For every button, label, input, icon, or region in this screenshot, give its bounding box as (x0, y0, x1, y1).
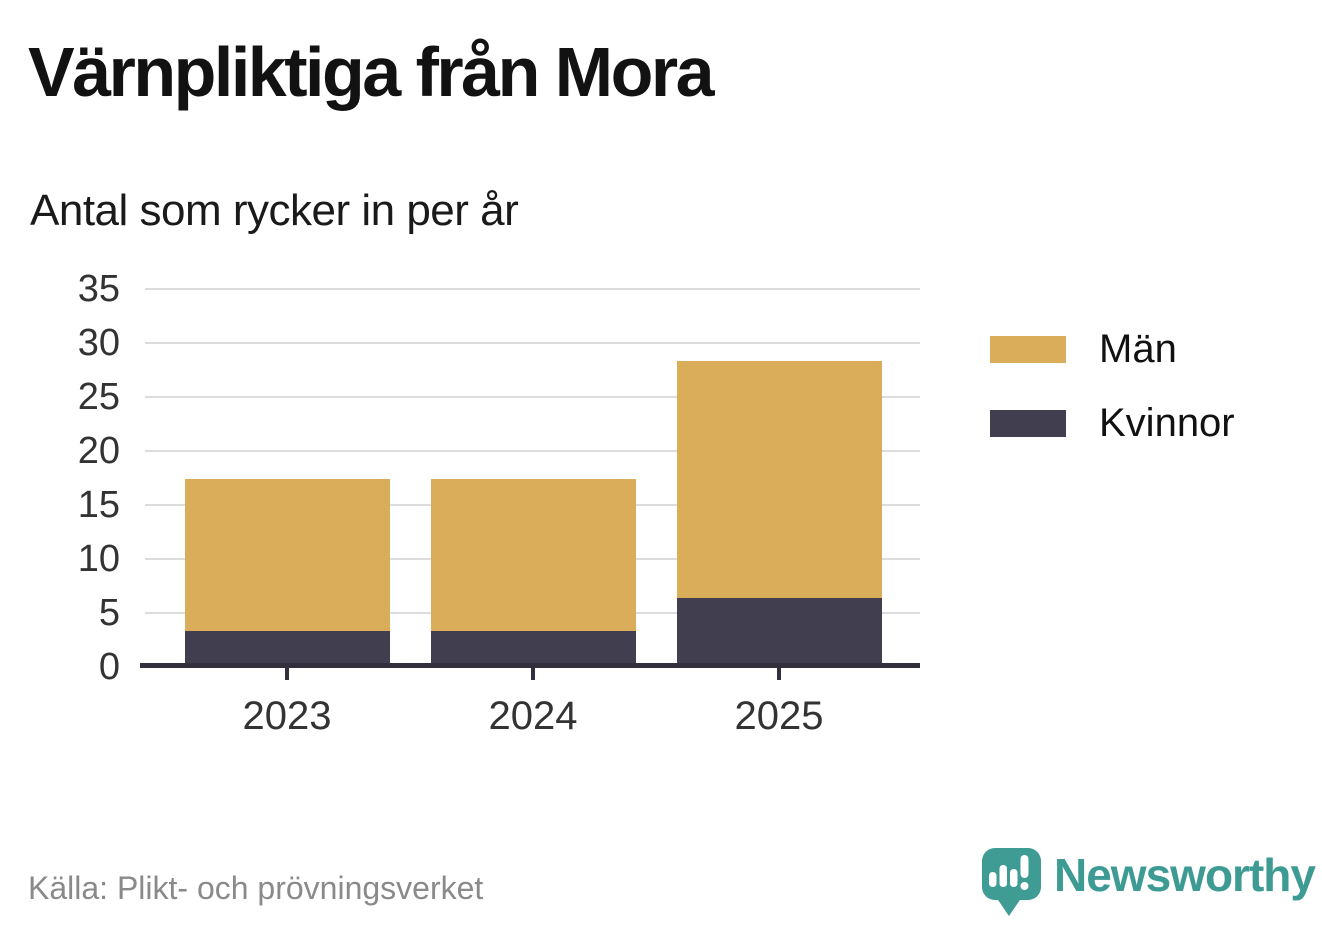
chart-legend: Män Kvinnor (990, 327, 1235, 475)
legend-swatch-kvinnor (990, 410, 1066, 437)
x-tick-2023 (285, 666, 289, 680)
speech-bubble-bar-chart-icon (982, 848, 1041, 916)
y-tick-label-25: 25 (77, 376, 120, 418)
bar-2023-kvinnor (184, 630, 390, 663)
x-axis-line (140, 663, 920, 668)
gridline-35 (145, 288, 920, 290)
x-tick-label-2024: 2024 (488, 694, 578, 738)
x-tick-label-2025: 2025 (734, 694, 824, 738)
chart-title: Värnpliktiga från Mora (28, 33, 715, 111)
x-tick-label-2023: 2023 (242, 694, 332, 738)
y-tick-label-15: 15 (77, 484, 120, 526)
legend-label-kvinnor: Kvinnor (1099, 401, 1235, 445)
y-tick-label-30: 30 (77, 322, 120, 364)
bar-2024-kvinnor (430, 630, 636, 663)
y-tick-label-20: 20 (77, 430, 120, 472)
bar-2025-män (676, 360, 882, 599)
gridline-20 (145, 450, 920, 452)
gridline-30 (145, 342, 920, 344)
brand-name: Newsworthy (1054, 849, 1316, 901)
bar-2023-män (184, 479, 390, 631)
legend-label-man: Män (1099, 327, 1177, 371)
x-tick-2024 (531, 666, 535, 680)
legend-swatch-man (990, 336, 1066, 363)
y-tick-label-5: 5 (98, 592, 120, 634)
gridline-25 (145, 396, 920, 398)
bar-2024-män (430, 479, 636, 631)
legend-item-man: Män (990, 327, 1235, 372)
y-tick-label-0: 0 (98, 646, 120, 688)
bar-2025-kvinnor (676, 598, 882, 663)
y-tick-label-10: 10 (77, 538, 120, 580)
y-tick-label-35: 35 (77, 268, 120, 310)
brand-logo: Newsworthy (976, 842, 1316, 928)
legend-item-kvinnor: Kvinnor (990, 401, 1235, 446)
source-attribution: Källa: Plikt- och prövningsverket (28, 870, 484, 906)
chart-subtitle: Antal som rycker in per år (30, 186, 519, 235)
x-tick-2025 (777, 666, 781, 680)
